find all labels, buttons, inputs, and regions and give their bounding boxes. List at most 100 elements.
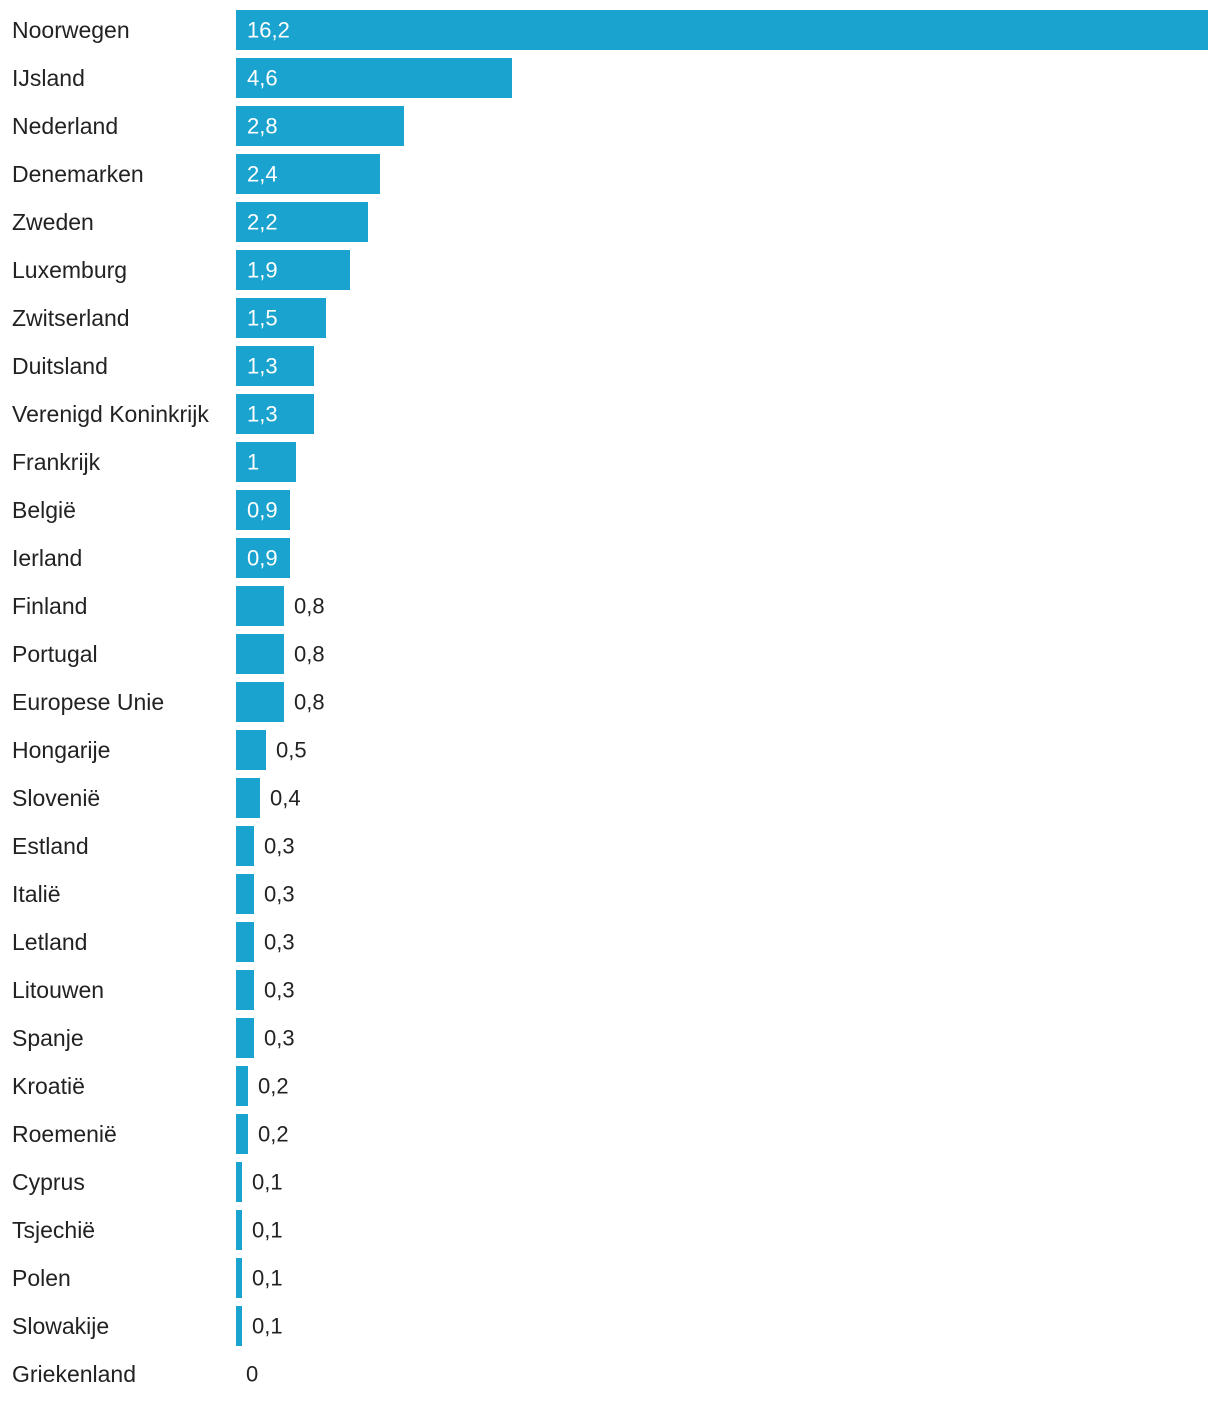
bar-row: Slowakije 0,1 [12,1306,283,1346]
bar-row: Hongarije 0,5 [12,730,307,770]
category-label: Roemenië [12,1121,117,1147]
value-label: 0 [246,1362,258,1387]
bar-row: Letland 0,3 [12,922,295,962]
value-label: 2,2 [247,210,278,235]
bar-row: Finland 0,8 [12,586,325,626]
bar [236,58,512,98]
bar [236,730,266,770]
category-label: Europese Unie [12,689,164,715]
bar [236,874,254,914]
bar [236,1018,254,1058]
value-label: 0,3 [264,1026,295,1051]
bar [236,1306,242,1346]
value-label: 0,8 [294,642,325,667]
value-label: 0,1 [252,1170,283,1195]
bar [236,10,1208,50]
bar-row: Luxemburg 1,9 [12,250,350,290]
category-label: Denemarken [12,161,144,187]
bar-row: Roemenië 0,2 [12,1114,289,1154]
bar [236,778,260,818]
category-label: Kroatië [12,1073,85,1099]
category-label: Frankrijk [12,449,101,475]
category-label: Noorwegen [12,17,130,43]
bar [236,682,284,722]
value-label: 2,8 [247,114,278,139]
bar [236,1210,242,1250]
category-label: Letland [12,929,87,955]
bar-row: Litouwen 0,3 [12,970,295,1010]
value-label: 1 [247,450,259,475]
category-label: Verenigd Koninkrijk [12,401,209,427]
bars-group: Noorwegen 16,2 IJsland 4,6 Nederland 2,8 Denem… [12,10,1208,1387]
bar [236,538,290,578]
category-label: Slovenië [12,785,100,811]
bar [236,346,314,386]
category-label: Tsjechië [12,1217,95,1243]
bar [236,442,296,482]
bar-row: Tsjechië 0,1 [12,1210,283,1250]
value-label: 0,3 [264,930,295,955]
category-label: Finland [12,593,87,619]
bar-row: Frankrijk 1 [12,442,296,482]
bar-row: Estland 0,3 [12,826,295,866]
bar [236,154,380,194]
category-label: Slowakije [12,1313,109,1339]
bar [236,586,284,626]
category-label: Zwitserland [12,305,130,331]
category-label: Estland [12,833,89,859]
category-label: Griekenland [12,1361,136,1387]
value-label: 16,2 [247,18,290,43]
bar-row: Spanje 0,3 [12,1018,295,1058]
category-label: Zweden [12,209,94,235]
value-label: 1,3 [247,402,278,427]
bar [236,298,326,338]
bar-row: Ierland 0,9 [12,538,290,578]
bar [236,1258,242,1298]
category-label: Luxemburg [12,257,127,283]
bar-row: Cyprus 0,1 [12,1162,283,1202]
bar [236,106,404,146]
value-label: 4,6 [247,66,278,91]
value-label: 0,3 [264,978,295,1003]
value-label: 1,9 [247,258,278,283]
bar-row: Europese Unie 0,8 [12,682,325,722]
bar-row: België 0,9 [12,490,290,530]
bar-row: Denemarken 2,4 [12,154,380,194]
bar [236,1114,248,1154]
bar-row: Italië 0,3 [12,874,295,914]
bar [236,490,290,530]
category-label: Italië [12,881,61,907]
bar-row: Verenigd Koninkrijk 1,3 [12,394,314,434]
bar-row: Griekenland 0 [12,1361,258,1387]
bar [236,826,254,866]
value-label: 0,1 [252,1266,283,1291]
value-label: 0,9 [247,498,278,523]
category-label: Polen [12,1265,71,1291]
bar [236,634,284,674]
value-label: 0,9 [247,546,278,571]
bar-row: Duitsland 1,3 [12,346,314,386]
category-label: Nederland [12,113,118,139]
bar-row: Portugal 0,8 [12,634,325,674]
bar [236,394,314,434]
value-label: 0,5 [276,738,307,763]
bar-row: Zweden 2,2 [12,202,368,242]
category-label: Spanje [12,1025,84,1051]
category-label: IJsland [12,65,85,91]
value-label: 1,5 [247,306,278,331]
category-label: België [12,497,76,523]
value-label: 2,4 [247,162,278,187]
bar-row: Noorwegen 16,2 [12,10,1208,50]
value-label: 0,4 [270,786,301,811]
bar-row: Polen 0,1 [12,1258,283,1298]
category-label: Cyprus [12,1169,85,1195]
value-label: 0,1 [252,1218,283,1243]
bar [236,1066,248,1106]
bar-row: Zwitserland 1,5 [12,298,326,338]
value-label: 0,8 [294,690,325,715]
value-label: 1,3 [247,354,278,379]
bar [236,970,254,1010]
bar [236,202,368,242]
category-label: Duitsland [12,353,108,379]
